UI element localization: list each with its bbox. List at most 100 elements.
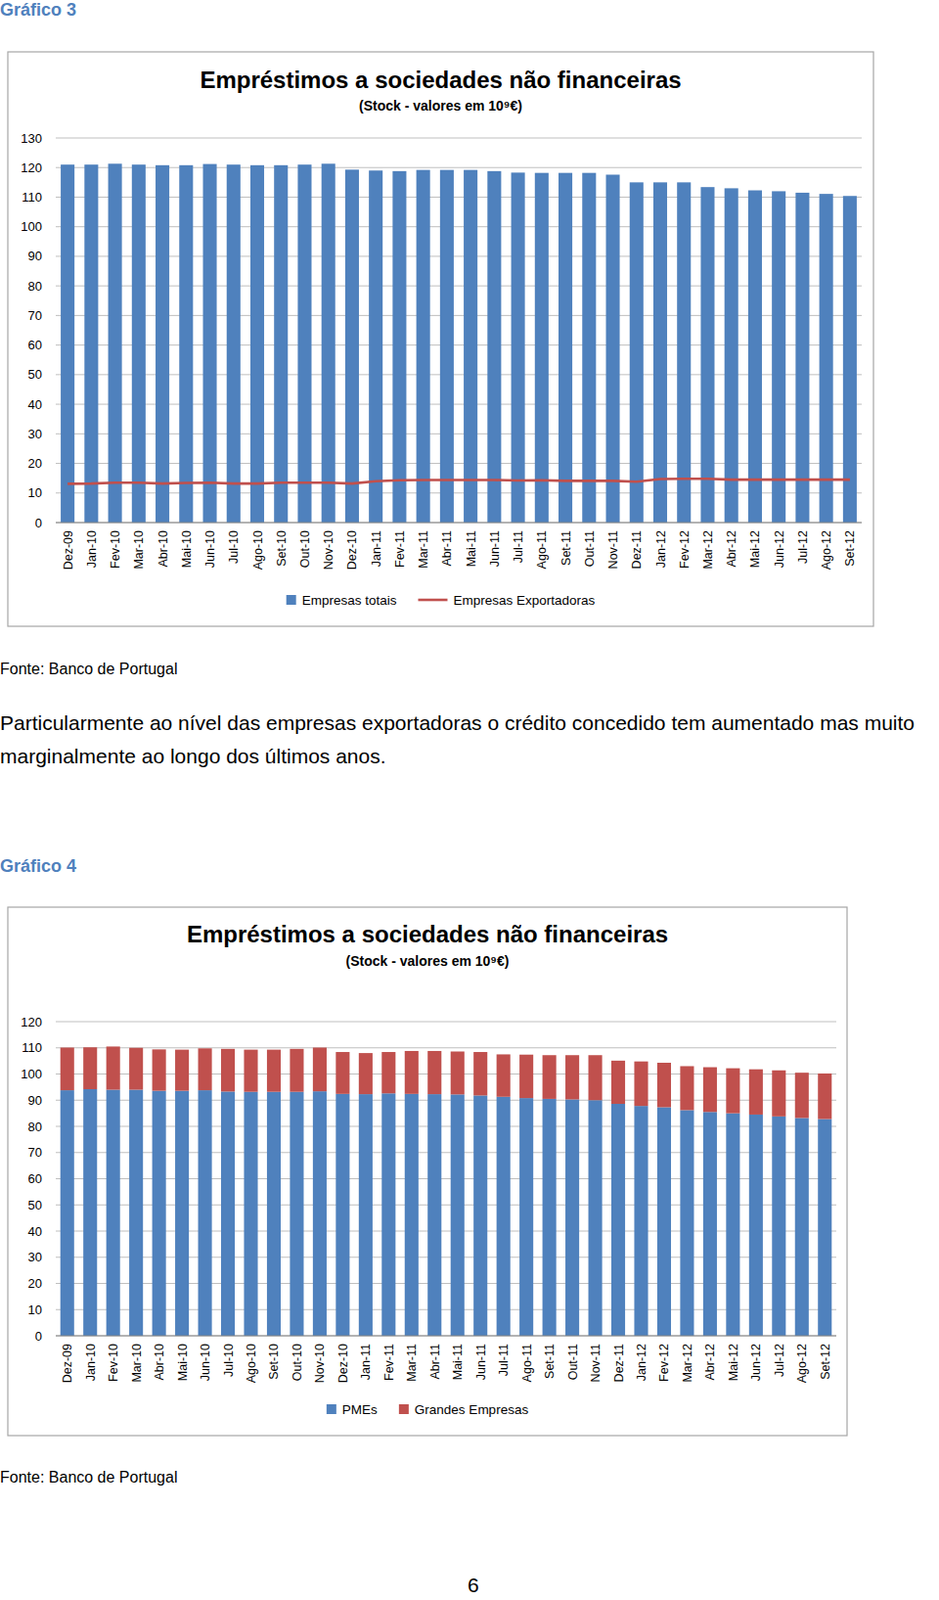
x-tick-label: Set-10 <box>274 530 289 567</box>
bar <box>416 170 431 523</box>
bar <box>427 1050 442 1094</box>
bar <box>496 1053 511 1096</box>
bar <box>519 1097 534 1336</box>
x-tick-label: Jun-12 <box>772 530 787 568</box>
x-tick-label: Fev-11 <box>393 530 407 568</box>
y-tick-label: 50 <box>28 1197 43 1212</box>
grid-line <box>55 285 862 287</box>
x-tick-label: Abr-10 <box>152 1342 167 1381</box>
bar <box>313 1090 327 1336</box>
bar <box>198 1089 213 1336</box>
x-tick-label: Ago-10 <box>251 530 266 570</box>
y-tick-label: 90 <box>28 248 43 264</box>
bar <box>679 1109 694 1336</box>
plot-area <box>60 163 857 523</box>
x-tick-label: Nov-10 <box>321 530 336 570</box>
y-tick-label: 70 <box>28 1144 43 1160</box>
grid-line <box>55 196 862 198</box>
chart-frame <box>7 906 848 1435</box>
x-tick-label: Nov-10 <box>313 1342 327 1383</box>
legend: PMEsGrandes Empresas <box>326 1401 530 1417</box>
bar <box>381 1092 396 1336</box>
x-tick-label: Dez-11 <box>612 1342 626 1382</box>
bar <box>226 164 241 523</box>
bar <box>250 165 265 523</box>
bar <box>152 1048 167 1090</box>
bar <box>335 1051 350 1094</box>
bar <box>129 1089 143 1336</box>
bar <box>703 1111 717 1336</box>
x-tick-label: Fev-10 <box>108 530 123 569</box>
grid-line <box>55 1282 837 1284</box>
bar <box>297 164 312 523</box>
x-tick-label: Ago-11 <box>535 530 549 569</box>
x-tick-label: Jan-11 <box>358 1342 373 1380</box>
grid-line <box>55 314 862 316</box>
bar <box>724 187 739 523</box>
grid-line <box>55 1073 837 1074</box>
bar <box>487 171 501 523</box>
bar <box>725 1068 740 1114</box>
bar <box>321 163 336 523</box>
x-axis <box>55 1335 837 1337</box>
x-tick-label: Ago-12 <box>819 530 834 570</box>
source-note: Fonte: Banco de Portugal <box>0 1468 178 1486</box>
x-tick-label: Nov-11 <box>588 1342 603 1382</box>
bar <box>289 1091 304 1336</box>
grid-line <box>55 1230 837 1232</box>
bar <box>606 174 621 523</box>
grid-line <box>55 1204 837 1206</box>
grid-line <box>55 225 862 227</box>
bar <box>771 190 786 523</box>
bar <box>404 1093 419 1336</box>
x-tick-label: Mai-11 <box>464 530 479 567</box>
chart: Empréstimos a sociedades não financeiras… <box>7 906 848 1435</box>
x-tick-label: Jan-12 <box>654 530 669 568</box>
bar <box>519 1054 534 1098</box>
bar <box>440 170 454 523</box>
bar <box>611 1060 626 1104</box>
x-tick-label: Jun-10 <box>203 530 218 568</box>
bar <box>633 1105 648 1336</box>
bar <box>368 170 383 523</box>
x-tick-label: Fev-12 <box>657 1342 671 1382</box>
bar <box>819 193 834 523</box>
y-tick-label: 110 <box>21 1039 43 1055</box>
y-tick-label: 120 <box>20 1014 43 1029</box>
y-tick-label: 10 <box>28 485 43 500</box>
legend-label: Grandes Empresas <box>414 1401 530 1417</box>
x-tick-label: Abr-12 <box>703 1342 717 1381</box>
chart-title: Empréstimos a sociedades não financeiras <box>186 920 669 947</box>
grid-line <box>55 373 862 375</box>
y-tick-label: 30 <box>28 1249 43 1264</box>
x-tick-label: Fev-10 <box>106 1342 121 1382</box>
x-tick-label: Mai-10 <box>179 530 194 568</box>
x-tick-label: Jul-11 <box>496 1342 511 1376</box>
bar <box>700 186 715 523</box>
bar <box>392 171 406 523</box>
bar <box>198 1047 213 1090</box>
x-tick-label: Jun-11 <box>488 530 502 567</box>
bar <box>535 173 549 523</box>
y-tick-label: 110 <box>21 189 43 205</box>
chart-subtitle: (Stock - valores em 10⁹€) <box>346 952 510 969</box>
bar <box>629 181 644 523</box>
grid-line <box>55 1021 837 1023</box>
bar <box>511 172 526 523</box>
x-tick-label: Jan-11 <box>369 530 384 567</box>
grid-line <box>55 167 862 169</box>
x-tick-label: Mai-10 <box>176 1342 190 1381</box>
paragraph: Particularmente ao nível das empresas ex… <box>0 706 935 773</box>
bar <box>221 1090 235 1336</box>
x-tick-label: Dez-10 <box>336 1342 351 1383</box>
y-tick-label: 70 <box>28 308 43 323</box>
y-tick-label: 130 <box>20 131 43 146</box>
x-tick-label: Abr-10 <box>156 530 171 568</box>
bar <box>657 1062 671 1107</box>
x-tick-label: Dez-11 <box>629 530 644 569</box>
bar <box>657 1106 671 1336</box>
x-tick-label: Ago-12 <box>795 1342 809 1383</box>
y-tick-label: 120 <box>20 160 43 176</box>
x-tick-label: Out-10 <box>290 1342 305 1381</box>
x-tick-label: Jun-10 <box>198 1342 213 1381</box>
